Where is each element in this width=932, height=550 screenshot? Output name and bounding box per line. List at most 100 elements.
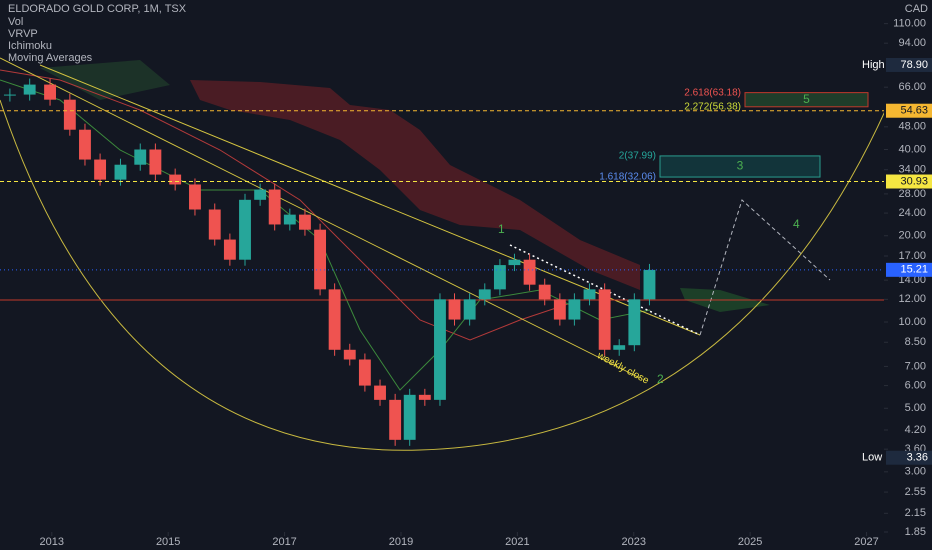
candle [149,149,162,175]
candle [44,84,56,100]
price-label: 78.90 [900,59,928,71]
indicator: VRVP [8,28,38,40]
candle [94,159,107,180]
y-tick-label: 7.00 [905,360,926,372]
y-tick-label: 24.00 [898,207,926,219]
price-label-box [886,103,932,118]
indicator: Vol [8,16,23,28]
candle [613,345,626,350]
price-label: 15.21 [900,264,928,276]
note: weekly close [594,350,650,387]
indicator: Moving Averages [8,52,93,64]
x-tick-label: 2027 [854,536,878,548]
x-tick-label: 2013 [40,536,64,548]
candle [508,259,521,266]
candle [328,289,341,350]
candle [628,299,641,346]
candle [643,269,656,300]
candle [538,284,551,300]
y-tick-label: 17.00 [898,250,926,262]
wave-label: 2 [657,372,664,386]
ichimoku-cloud [190,80,640,290]
y-tick-label: 66.00 [898,81,926,93]
candle [358,359,371,386]
y-tick-label: 8.50 [905,336,926,348]
price-label-box [886,174,932,189]
candle [63,99,76,130]
price-label-name: High [862,59,885,71]
candle [568,299,581,320]
candle [3,94,16,96]
price-label: 54.63 [900,105,928,117]
candle [268,189,281,225]
price-label: 3.36 [907,452,928,464]
candle [403,394,416,440]
price-label-name: Low [862,452,882,464]
fib-box [744,92,869,108]
candle [493,265,506,290]
candle [134,149,147,165]
x-tick-label: 2015 [156,536,180,548]
fib-box [659,155,821,178]
candle [523,259,536,285]
candle [389,399,402,440]
y-tick-label: 110.00 [893,18,926,30]
y-tick-label: 2.55 [905,486,926,498]
candle [169,174,182,185]
candle [239,199,251,260]
candle [418,394,431,400]
price-label-box [886,262,932,277]
y-tick-label: 94.00 [898,37,926,49]
candle [114,164,127,180]
candle [343,349,356,360]
y-tick-label: 6.00 [905,379,926,391]
y-tick-label: 10.00 [898,316,926,328]
y-tick-label: 20.00 [898,230,926,242]
y-tick-label: 28.00 [898,188,926,200]
candle [434,299,446,400]
cup-arc [0,99,891,451]
candle [189,184,201,210]
price-label-box [886,450,932,465]
y-tick-label: 5.00 [905,402,926,414]
fib-label: 1.618(32.06) [599,172,656,183]
x-tick-label: 2023 [622,536,646,548]
candle [448,299,461,320]
wave-label: 1 [498,222,505,236]
candle [254,189,267,200]
fib-label: 2.618(63.18) [684,87,741,98]
ichimoku-cloud-green [40,60,170,100]
wave-label: 5 [803,92,810,106]
candle [553,299,566,320]
price-label: 30.93 [900,175,928,187]
candle [283,214,296,225]
fib-label: 2.272(56.38) [684,101,741,112]
candle [299,214,311,230]
candle [23,84,36,95]
wave-label: 3 [737,159,744,173]
candle [598,289,611,350]
candle [374,385,386,400]
x-tick-label: 2025 [738,536,762,548]
candle [79,129,91,160]
moving-average [0,69,640,341]
y-tick-label: 1.85 [905,526,926,538]
candle [223,239,236,260]
currency: CAD [905,3,928,15]
trendline [0,57,641,379]
fib-label: 2(37.99) [619,151,656,162]
price-label-box [886,57,932,72]
y-tick-label: 4.20 [905,424,926,436]
candle [208,209,221,240]
projection [699,199,831,336]
indicator: Ichimoku [8,40,52,52]
x-tick-label: 2019 [389,536,413,548]
title: ELDORADO GOLD CORP, 1M, TSX [8,3,187,15]
candle [478,289,491,300]
y-tick-label: 48.00 [898,121,926,133]
x-tick-label: 2017 [272,536,296,548]
y-tick-label: 14.00 [898,274,926,286]
wave-label: 4 [793,217,800,231]
